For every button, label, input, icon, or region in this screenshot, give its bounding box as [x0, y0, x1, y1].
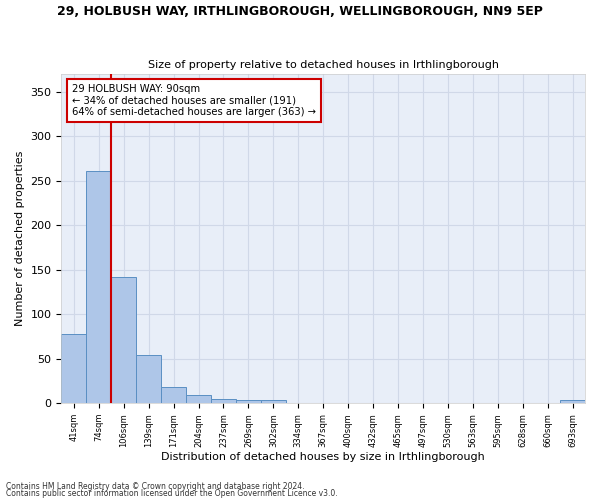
Bar	[211, 399, 236, 403]
Text: 29 HOLBUSH WAY: 90sqm
← 34% of detached houses are smaller (191)
64% of semi-det: 29 HOLBUSH WAY: 90sqm ← 34% of detached …	[72, 84, 316, 117]
Bar	[86, 171, 111, 403]
Text: Contains HM Land Registry data © Crown copyright and database right 2024.: Contains HM Land Registry data © Crown c…	[6, 482, 305, 491]
Bar	[236, 400, 261, 403]
Title: Size of property relative to detached houses in Irthlingborough: Size of property relative to detached ho…	[148, 60, 499, 70]
Text: Contains public sector information licensed under the Open Government Licence v3: Contains public sector information licen…	[6, 489, 338, 498]
Bar	[261, 400, 286, 403]
Bar	[186, 395, 211, 403]
Bar	[136, 355, 161, 403]
Bar	[560, 400, 585, 403]
Bar	[61, 334, 86, 403]
Y-axis label: Number of detached properties: Number of detached properties	[15, 151, 25, 326]
Bar	[111, 277, 136, 403]
X-axis label: Distribution of detached houses by size in Irthlingborough: Distribution of detached houses by size …	[161, 452, 485, 462]
Bar	[161, 387, 186, 403]
Text: 29, HOLBUSH WAY, IRTHLINGBOROUGH, WELLINGBOROUGH, NN9 5EP: 29, HOLBUSH WAY, IRTHLINGBOROUGH, WELLIN…	[57, 5, 543, 18]
